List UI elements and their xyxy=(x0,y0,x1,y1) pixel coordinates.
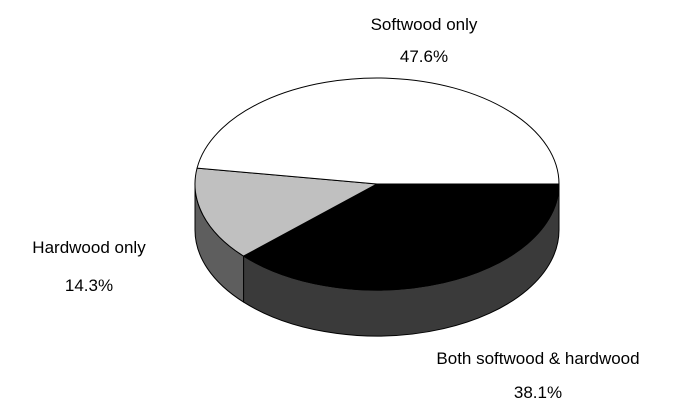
slice-value-softwood-only: 47.6% xyxy=(400,47,448,66)
pie-slice-softwood-only xyxy=(196,77,560,185)
slice-value-hardwood-only: 14.3% xyxy=(65,276,113,295)
slice-label-softwood-only: Softwood only xyxy=(371,15,478,34)
slice-label-both-softwood-hardwood: Both softwood & hardwood xyxy=(436,349,639,368)
slice-value-both-softwood-hardwood: 38.1% xyxy=(514,383,562,402)
pie-top-faces xyxy=(194,77,560,291)
pie-slice-hardwood-only xyxy=(194,167,378,257)
slice-label-hardwood-only: Hardwood only xyxy=(32,238,146,257)
pie-slice-both-softwood-and-hardwood xyxy=(243,183,560,291)
